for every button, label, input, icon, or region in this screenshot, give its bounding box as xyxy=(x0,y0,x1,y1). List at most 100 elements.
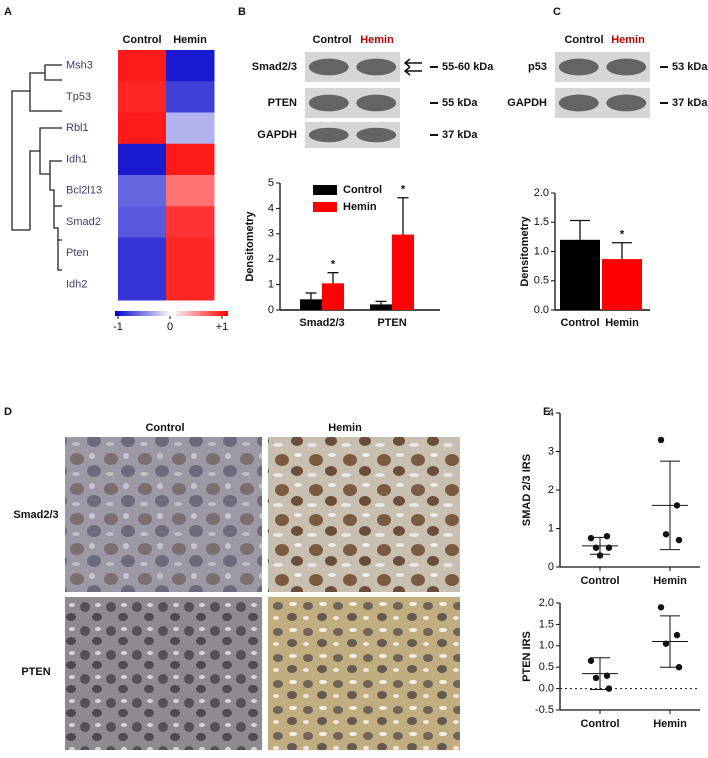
y-tick-label: 2 xyxy=(268,253,274,265)
y-tick-label: 1.5 xyxy=(539,618,554,630)
heatmap-cell xyxy=(118,50,167,82)
blot-size-label: 37 kDa xyxy=(672,97,708,109)
legend-label: Hemin xyxy=(343,201,377,213)
heatmap-row-label: Bcl2l13 xyxy=(66,185,102,197)
blot-band xyxy=(558,58,599,76)
y-tick-label: 1 xyxy=(268,279,274,291)
blot-band xyxy=(356,94,397,112)
y-tick-label: 0.5 xyxy=(539,661,554,673)
blot-column-label: Control xyxy=(312,34,351,46)
heatmap-cell xyxy=(166,143,215,176)
heatmap-row-label: Tp53 xyxy=(66,91,91,103)
legend-swatch xyxy=(313,185,337,195)
y-axis-label: Densitometry xyxy=(244,210,256,281)
significance-marker: * xyxy=(620,229,625,241)
heatmap-cell xyxy=(118,175,167,207)
heatmap-row-label: Smad2 xyxy=(66,216,101,228)
blot-column-label: Hemin xyxy=(611,34,645,46)
blot-band xyxy=(308,58,349,76)
heatmap-cell xyxy=(118,81,167,113)
heatmap-cell xyxy=(118,112,167,145)
ihc-image xyxy=(65,437,262,592)
y-axis-label: SMAD 2/3 IRS xyxy=(521,454,533,526)
blot-size-label: 55 kDa xyxy=(442,97,478,109)
heatmap-row-label: Pten xyxy=(66,247,89,259)
significance-marker: * xyxy=(401,184,406,196)
panel-label: C xyxy=(553,6,561,18)
y-tick-label: 0.0 xyxy=(539,683,554,695)
point xyxy=(603,672,611,679)
ihc-column-label: Hemin xyxy=(328,422,362,434)
heatmap-cell xyxy=(166,268,215,301)
blot-row-label: p53 xyxy=(528,61,547,73)
point xyxy=(662,640,670,647)
point xyxy=(662,531,670,538)
legend-label: Control xyxy=(343,184,382,196)
y-tick-label: 0 xyxy=(548,561,554,573)
heatmap-cell xyxy=(166,112,215,145)
y-tick-label: 0 xyxy=(268,304,274,316)
y-tick-label: 2.0 xyxy=(534,187,549,199)
point xyxy=(657,604,665,611)
blot-size-label: 55-60 kDa xyxy=(442,61,494,73)
heatmap-cell xyxy=(166,237,215,270)
heatmap-cell xyxy=(166,175,215,207)
colorbar-tick-label: -1 xyxy=(113,321,123,333)
band-arrow xyxy=(403,58,422,68)
point xyxy=(587,657,595,664)
heatmap-cell xyxy=(166,81,215,113)
heatmap-cell xyxy=(118,268,167,301)
blot-column-label: Hemin xyxy=(360,34,394,46)
heatmap-cell xyxy=(166,206,215,238)
dendrogram-branch xyxy=(11,64,62,231)
y-tick-label: 1 xyxy=(548,522,554,534)
heatmap-cell xyxy=(118,237,167,270)
ihc-image xyxy=(65,597,262,750)
y-tick-label: 0.0 xyxy=(534,304,549,316)
bar xyxy=(300,299,322,310)
point xyxy=(587,534,595,542)
point xyxy=(603,533,611,540)
panel-label: D xyxy=(4,406,12,418)
bar xyxy=(560,239,600,310)
heatmap-cell xyxy=(118,143,167,176)
panel-label: E xyxy=(543,406,550,418)
blot-size-label: 53 kDa xyxy=(672,61,708,73)
point xyxy=(673,631,681,639)
blot-row-label: Smad2/3 xyxy=(252,61,297,73)
y-tick-label: 4 xyxy=(268,202,274,214)
colorbar-tick-label: +1 xyxy=(216,321,229,333)
blot-row-label: PTEN xyxy=(268,97,297,109)
x-tick-label: Control xyxy=(580,575,619,587)
point xyxy=(605,685,613,692)
x-tick-label: Control xyxy=(580,718,619,730)
dendrogram xyxy=(11,64,62,271)
blot-size-label: 37 kDa xyxy=(442,129,478,141)
y-tick-label: 3 xyxy=(548,445,554,457)
ihc-column-label: Control xyxy=(145,422,184,434)
heatmap-cell xyxy=(166,50,215,82)
x-tick-label: Hemin xyxy=(653,718,687,730)
bar xyxy=(392,234,414,310)
blot-column-label: Control xyxy=(564,34,603,46)
bar xyxy=(322,283,344,310)
ihc-row-label: PTEN xyxy=(21,666,50,678)
y-tick-label: 3 xyxy=(268,228,274,240)
point xyxy=(675,536,683,544)
blot-row-label: GAPDH xyxy=(507,97,547,109)
x-tick-label: Smad2/3 xyxy=(299,317,344,329)
panel-label: B xyxy=(238,6,246,18)
x-tick-label: PTEN xyxy=(377,317,406,329)
x-tick-label: Hemin xyxy=(653,575,687,587)
y-tick-label: 2 xyxy=(548,484,554,496)
blot-band xyxy=(606,58,647,76)
heatmap-cell xyxy=(118,206,167,238)
x-tick-label: Hemin xyxy=(605,317,639,329)
y-tick-label: 1.5 xyxy=(534,216,549,228)
heatmap-row-label: Idh2 xyxy=(66,278,87,290)
blot-band xyxy=(308,127,349,143)
significance-marker: * xyxy=(331,259,336,271)
blot-band xyxy=(356,58,397,76)
y-tick-label: 0.5 xyxy=(534,275,549,287)
